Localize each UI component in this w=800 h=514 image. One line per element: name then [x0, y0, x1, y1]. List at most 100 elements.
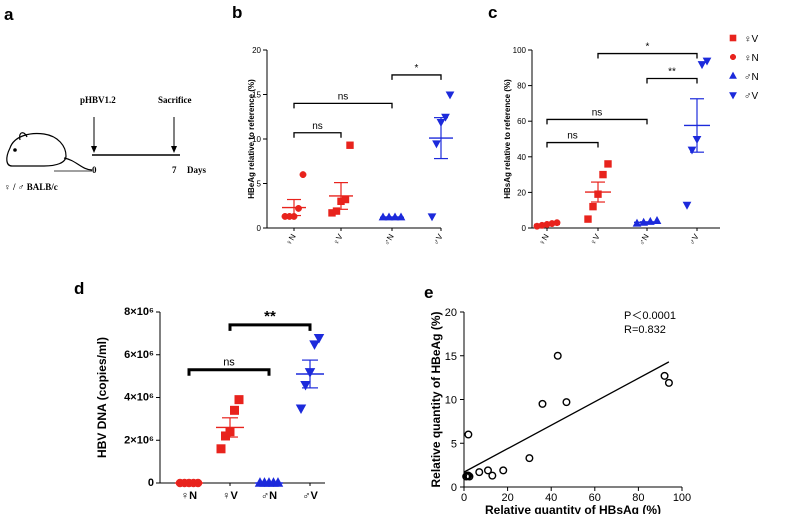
p-value-label: P＜0.0001: [624, 310, 676, 322]
mouse-strain-label: ♀ / ♂ BALB/c: [4, 182, 58, 192]
data-point: [584, 215, 592, 223]
panel-label-d: d: [74, 279, 84, 298]
y-tick-label: 0: [522, 224, 527, 233]
panel-c-chart: 0 20 40 60 80 100 HBsAg relative to reference …: [503, 42, 720, 247]
data-point: [465, 472, 474, 481]
significance-bracket: [546, 118, 648, 125]
r-value-label: R=0.832: [624, 324, 666, 336]
significance-label: ns: [592, 107, 603, 118]
data-point: [499, 466, 508, 475]
data-point: [309, 340, 320, 350]
y-axis-label: HBV DNA (copies/ml): [95, 337, 109, 458]
y-tick-label: 4×10⁶: [124, 392, 154, 404]
data-point: [488, 471, 497, 480]
data-point: [216, 444, 226, 454]
x-tick-label: ♀V: [588, 232, 602, 247]
significance-label: ns: [223, 357, 235, 369]
panel-label-c: c: [488, 3, 497, 22]
x-axis-label: Relative quantity of HBsAg (%): [485, 503, 661, 514]
y-tick-label: 6×10⁶: [124, 349, 154, 361]
y-tick-label: 10: [252, 135, 261, 144]
significance-label: ns: [567, 131, 578, 142]
data-point: [346, 141, 354, 149]
x-tick-label: ♂N: [382, 232, 396, 247]
x-tick-label: ♀N: [284, 232, 298, 247]
significance-bracket: [391, 74, 442, 80]
legend-marker: [729, 34, 737, 42]
data-point: [445, 91, 455, 100]
legend-label-mn: ♂N: [744, 72, 759, 83]
legend: ♀V ♀N ♂N ♂V: [729, 34, 759, 102]
x-tick-label: ♀N: [537, 232, 551, 247]
y-tick-label: 10: [445, 395, 457, 407]
significance-label: **: [668, 66, 676, 77]
data-point: [464, 471, 473, 480]
data-point: [475, 468, 484, 477]
data-point: [313, 333, 325, 344]
mouse-icon: [6, 132, 93, 171]
significance-label: ns: [338, 91, 349, 102]
x-tick-label: 100: [673, 492, 691, 504]
y-tick-label: 20: [252, 46, 261, 55]
legend-label-fn: ♀N: [744, 53, 759, 64]
x-tick-label: 0: [461, 492, 467, 504]
y-tick-label: 20: [445, 307, 457, 319]
injection-label: pHBV1.2: [80, 95, 116, 105]
significance-bracket: [597, 52, 698, 59]
data-point: [464, 430, 473, 439]
y-axis-label: HBsAg relative to reference (%): [503, 79, 512, 199]
data-point: [234, 395, 244, 405]
y-axis-label: Relative quantity of HBeAg (%): [429, 311, 443, 487]
y-tick-label: 80: [517, 82, 526, 91]
data-point: [295, 204, 302, 212]
data-point: [332, 207, 341, 215]
data-point: [702, 57, 712, 66]
data-point: [538, 399, 547, 408]
panel-d-chart: 0 2×10⁶ 4×10⁶ 6×10⁶ 8×10⁶ HBV DNA (copies/ml)…: [95, 306, 325, 502]
x-tick-label: 20: [501, 492, 513, 504]
day-end-label: 7: [172, 165, 177, 175]
x-tick-label: ♂N: [261, 490, 277, 502]
significance-label: *: [646, 42, 650, 53]
data-point: [664, 378, 673, 387]
legend-marker: [729, 92, 737, 100]
data-point: [682, 201, 692, 210]
y-tick-label: 8×10⁶: [124, 306, 154, 318]
y-tick-label: 40: [517, 153, 526, 162]
significance-label: *: [415, 63, 419, 74]
significance-bracket: [646, 77, 698, 84]
y-tick-label: 60: [517, 117, 526, 126]
panel-label-b: b: [232, 3, 242, 22]
data-point: [562, 398, 571, 407]
data-point: [272, 477, 284, 487]
significance-bracket: [293, 132, 342, 138]
y-tick-label: 0: [148, 477, 154, 489]
x-tick-label: 40: [545, 492, 557, 504]
data-point: [483, 466, 492, 475]
data-point: [341, 195, 350, 204]
significance-label: ns: [312, 121, 323, 132]
significance-bracket: [187, 368, 271, 376]
data-point: [589, 202, 597, 211]
data-point: [604, 160, 612, 168]
x-tick-label: ♂V: [431, 232, 445, 247]
panel-label-e: e: [424, 283, 433, 302]
day-start-label: 0: [92, 165, 97, 175]
sacrifice-label: Sacrifice: [158, 95, 191, 105]
data-point: [697, 61, 707, 70]
data-point: [553, 351, 562, 360]
regression-line: [463, 361, 670, 473]
y-tick-label: 5: [451, 438, 457, 450]
data-point: [660, 371, 669, 380]
legend-marker: [729, 53, 737, 61]
x-tick-label: 80: [632, 492, 644, 504]
panel-e-chart: 0 5 10 15 20 0 20 40 60 80 100 Relative quantity of…: [429, 307, 691, 514]
y-tick-label: 20: [517, 188, 526, 197]
y-tick-label: 2×10⁶: [124, 434, 154, 446]
legend-label-fv: ♀V: [744, 34, 759, 45]
x-tick-label: ♀V: [222, 490, 238, 502]
panel-label-a: a: [4, 5, 14, 24]
y-tick-label: 0: [451, 482, 457, 494]
data-point: [599, 170, 607, 179]
